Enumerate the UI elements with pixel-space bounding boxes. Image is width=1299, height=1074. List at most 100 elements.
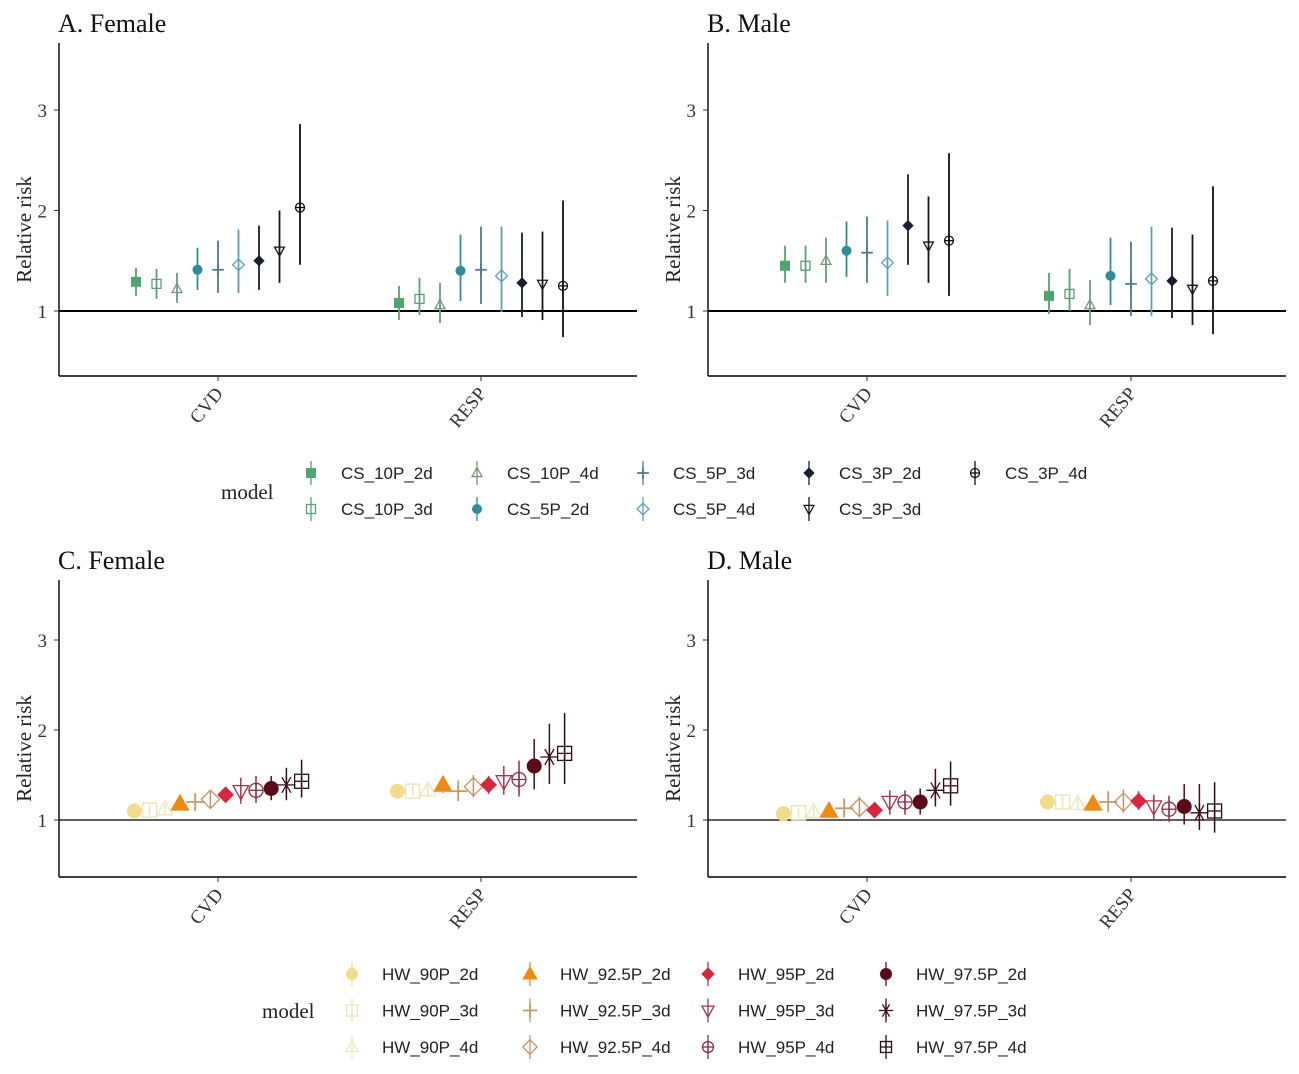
legend-item: HW_97.5P_4d <box>879 1035 1027 1059</box>
panel-c: C. Female 1 2 3 Relative risk CVD RESP <box>12 546 637 933</box>
legend-key-marker <box>305 503 317 515</box>
data-point <box>294 124 306 265</box>
legend-item: HW_97.5P_2d <box>880 962 1027 986</box>
square-open-marker <box>1054 794 1071 810</box>
diamond-open-marker <box>463 776 484 797</box>
data-point <box>1144 226 1159 317</box>
data-point <box>126 803 142 819</box>
data-point <box>1206 782 1223 833</box>
square-open-marker <box>345 1004 359 1017</box>
diamond-open-marker <box>1144 272 1159 286</box>
point-marker <box>232 784 250 801</box>
triangle-down-open-marker <box>232 784 250 801</box>
circle-filled-marker <box>192 264 203 275</box>
legend-label: CS_3P_4d <box>1005 464 1087 483</box>
data-point <box>1064 268 1075 311</box>
triangle-open-marker <box>170 282 184 294</box>
data-point <box>494 226 509 313</box>
point-marker <box>277 775 296 794</box>
triangle-down-open-marker <box>273 246 286 258</box>
point-marker <box>1113 791 1134 813</box>
point-marker <box>217 786 235 804</box>
data-point <box>293 759 310 798</box>
triangle-down-open-marker <box>536 279 549 291</box>
legend-title: model <box>221 480 274 504</box>
triangle-open-marker <box>819 254 833 266</box>
point-marker <box>849 797 870 818</box>
legend-key-marker <box>306 468 316 478</box>
triangle-open-marker <box>1069 794 1087 811</box>
y-axis-label: Relative risk <box>661 176 685 283</box>
point-marker <box>455 265 466 276</box>
square-open-marker <box>141 802 158 818</box>
diamond-open-marker <box>849 797 870 818</box>
legend-key-marker <box>470 466 484 478</box>
legend-item: CS_10P_4d <box>470 461 599 485</box>
data-point <box>780 245 790 283</box>
data-point <box>433 774 453 793</box>
point-marker <box>495 775 513 792</box>
triangle-down-open-marker <box>881 795 899 812</box>
triangle-open-marker <box>156 799 174 816</box>
legend-key-marker <box>521 1038 539 1056</box>
legend-hw: model HW_90P_2d HW_90P_3d HW_90P_4d HW_92.5P… <box>262 962 1027 1059</box>
legend-key-marker <box>346 968 358 980</box>
triangle-filled-marker <box>1083 793 1103 811</box>
point-marker <box>389 783 405 799</box>
legend-key-marker <box>345 1004 359 1017</box>
legend-item: HW_92.5P_4d <box>521 1035 671 1059</box>
diamond-open-marker <box>200 789 221 810</box>
data-point <box>1186 234 1199 326</box>
data-point <box>156 799 174 816</box>
y-tick-label: 2 <box>38 202 48 223</box>
diamond-open-marker <box>880 255 895 270</box>
point-marker <box>819 800 839 818</box>
triangle-down-open-marker <box>495 775 513 792</box>
point-marker <box>1054 794 1071 810</box>
legend-label: CS_3P_2d <box>839 464 921 483</box>
triangle-open-marker <box>470 466 484 478</box>
legend-label: CS_5P_2d <box>507 500 589 519</box>
square-open-marker <box>800 260 811 271</box>
triangle-down-open-marker <box>700 1005 716 1019</box>
triangle-open-marker <box>1083 298 1097 310</box>
point-marker <box>881 795 899 812</box>
point-marker <box>131 276 141 287</box>
x-tick-label: RESP <box>446 384 491 432</box>
panel-title: D. Male <box>707 546 792 575</box>
data-point <box>277 767 296 801</box>
panel-title: C. Female <box>58 546 165 575</box>
square-open-marker <box>790 805 807 821</box>
data-point <box>455 234 466 301</box>
circle-filled-marker <box>1105 270 1116 281</box>
diamond-filled-marker <box>1166 275 1178 287</box>
point-marker <box>151 278 162 290</box>
point-marker <box>494 269 509 283</box>
legend-item: CS_10P_2d <box>306 461 433 485</box>
data-point <box>414 277 425 316</box>
point-marker <box>800 260 811 271</box>
point-marker <box>141 802 158 818</box>
legend-cs: model CS_10P_2d CS_10P_3d CS_10P_4d CS_5P_2d… <box>221 461 1087 521</box>
square-open-marker <box>305 503 317 515</box>
data-point <box>540 723 559 784</box>
circle-filled-marker <box>1176 799 1192 814</box>
square-filled-marker <box>394 297 404 308</box>
legend-label: HW_95P_4d <box>738 1038 834 1057</box>
point-marker <box>1125 278 1137 290</box>
point-marker <box>516 277 528 289</box>
y-tick-label: 2 <box>687 721 697 742</box>
data-point <box>1125 241 1137 317</box>
data-point <box>186 792 205 812</box>
square-filled-marker <box>131 276 141 287</box>
legend-label: HW_92.5P_4d <box>560 1038 671 1057</box>
data-point <box>880 220 895 296</box>
legend-item: CS_3P_2d <box>803 461 921 485</box>
point-marker <box>1186 284 1199 296</box>
diamond-open-marker <box>231 258 246 272</box>
circle-filled-marker <box>526 758 542 774</box>
circle-filled-marker <box>912 794 928 810</box>
circle-filled-marker <box>1039 794 1055 810</box>
legend-title: model <box>262 999 315 1023</box>
legend-key-marker <box>700 1005 716 1019</box>
